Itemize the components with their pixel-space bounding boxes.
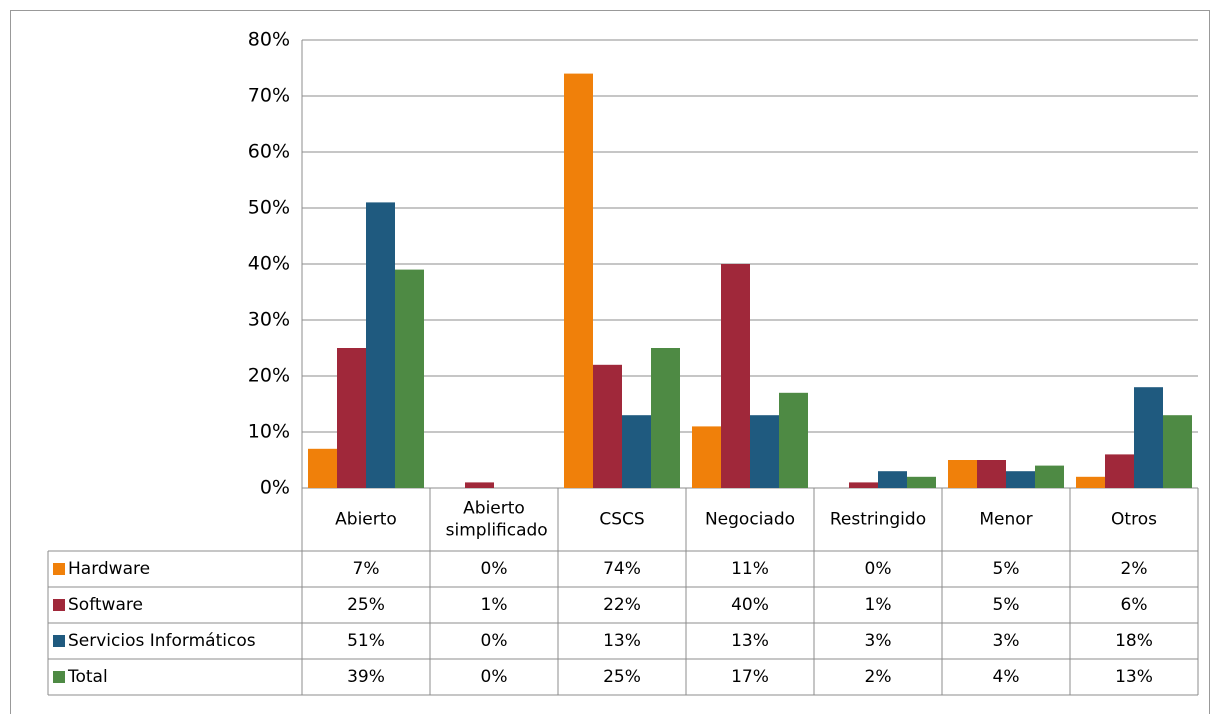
table-cell: 22% [603, 595, 641, 615]
bar [1035, 465, 1064, 488]
bar [465, 482, 494, 488]
table-cell: 25% [347, 595, 385, 615]
x-tick-label: CSCS [599, 510, 644, 530]
table-cell: 5% [993, 559, 1020, 579]
bar [651, 348, 680, 488]
table-cell: 13% [731, 631, 769, 651]
table-cell: 2% [1121, 559, 1148, 579]
legend-swatch [53, 671, 65, 683]
table-cell: 13% [1115, 667, 1153, 687]
legend-label: Software [68, 595, 143, 615]
x-tick-label: Menor [979, 510, 1032, 530]
legend-label: Total [67, 667, 108, 687]
bar [1163, 415, 1192, 488]
bar [750, 415, 779, 488]
table-cell: 40% [731, 595, 769, 615]
table-cell: 3% [865, 631, 892, 651]
legend-swatch [53, 599, 65, 611]
bar [593, 364, 622, 488]
y-tick-label: 70% [248, 85, 290, 107]
legend-label: Hardware [68, 559, 150, 579]
bar [1105, 454, 1134, 488]
bar [1006, 471, 1035, 488]
bar [849, 482, 878, 488]
table-cell: 11% [731, 559, 769, 579]
bar [366, 202, 395, 488]
table-cell: 25% [603, 667, 641, 687]
table-cell: 5% [993, 595, 1020, 615]
table-cell: 74% [603, 559, 641, 579]
chart-frame [10, 10, 1210, 714]
y-tick-label: 10% [248, 421, 290, 443]
y-tick-label: 0% [260, 477, 290, 499]
bar [878, 471, 907, 488]
y-tick-label: 60% [248, 141, 290, 163]
table-cell: 3% [993, 631, 1020, 651]
table-cell: 1% [481, 595, 508, 615]
bar [948, 460, 977, 488]
bar [564, 73, 593, 488]
bar [308, 448, 337, 488]
table-cell: 0% [865, 559, 892, 579]
bar [721, 264, 750, 488]
bar [1134, 387, 1163, 488]
bar [395, 269, 424, 488]
table-cell: 2% [865, 667, 892, 687]
table-cell: 18% [1115, 631, 1153, 651]
legend-label: Servicios Informáticos [68, 631, 256, 651]
x-tick-label: Otros [1111, 510, 1157, 530]
y-tick-label: 30% [248, 309, 290, 331]
legend-swatch [53, 635, 65, 647]
table-cell: 0% [481, 559, 508, 579]
x-tick-label: Abierto simplificado [440, 499, 547, 541]
legend-swatch [53, 563, 65, 575]
bar [977, 460, 1006, 488]
table-cell: 51% [347, 631, 385, 651]
bar [337, 348, 366, 488]
table-cell: 7% [353, 559, 380, 579]
bar [779, 392, 808, 488]
table-cell: 0% [481, 631, 508, 651]
table-cell: 13% [603, 631, 641, 651]
table-cell: 39% [347, 667, 385, 687]
table-cell: 17% [731, 667, 769, 687]
table-cell: 1% [865, 595, 892, 615]
y-tick-label: 50% [248, 197, 290, 219]
x-tick-label: Negociado [705, 510, 795, 530]
bar [1076, 476, 1105, 488]
bar [692, 426, 721, 488]
bar [622, 415, 651, 488]
y-tick-label: 40% [248, 253, 290, 275]
table-cell: 6% [1121, 595, 1148, 615]
y-tick-label: 20% [248, 365, 290, 387]
y-tick-label: 80% [248, 29, 290, 51]
table-cell: 4% [993, 667, 1020, 687]
x-tick-label: Abierto [335, 510, 397, 530]
bar [907, 476, 936, 488]
x-tick-label: Restringido [830, 510, 926, 530]
table-cell: 0% [481, 667, 508, 687]
